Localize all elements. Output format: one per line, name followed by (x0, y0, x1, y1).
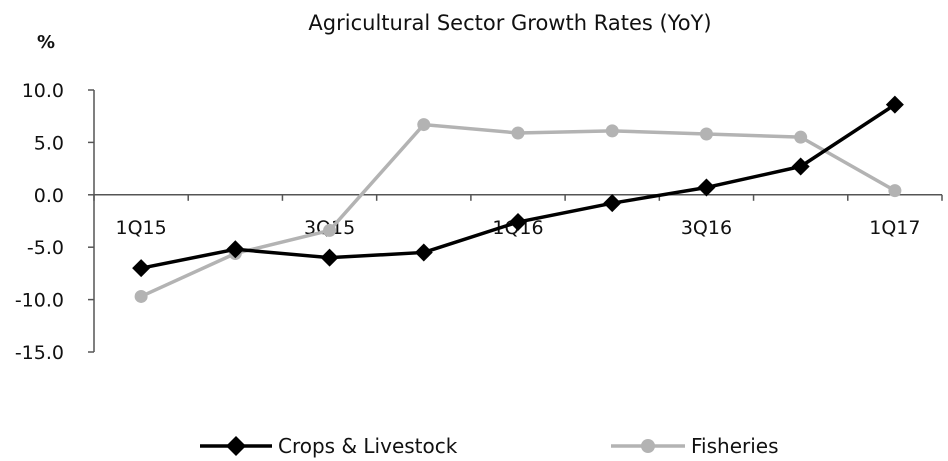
data-point-fisheries (323, 223, 337, 237)
data-point-fisheries (605, 124, 619, 138)
x-tick-label: 1Q15 (115, 217, 166, 239)
data-point-fisheries (888, 184, 902, 198)
legend-marker-circle-icon (641, 439, 655, 453)
y-axis-ticks: 10.0 5.0 0.0 -5.0 -10.0 -15.0 (15, 80, 94, 364)
series-layer (132, 95, 904, 303)
y-axis-label: % (37, 32, 55, 53)
y-tick-label: 0.0 (34, 185, 64, 207)
legend: Crops & Livestock Fisheries (200, 434, 779, 458)
data-point-crops-livestock (885, 95, 904, 114)
legend-marker-diamond-icon (226, 436, 246, 456)
series-line-fisheries (139, 122, 897, 299)
x-tick-label: 1Q17 (869, 217, 920, 239)
data-point-fisheries (794, 130, 808, 144)
legend-item-crops-livestock: Crops & Livestock (200, 434, 458, 458)
data-point-crops-livestock (697, 178, 716, 197)
data-point-crops-livestock (414, 243, 433, 262)
y-tick-label: -15.0 (15, 342, 64, 364)
data-point-crops-livestock (226, 240, 245, 259)
data-point-fisheries (417, 118, 431, 132)
data-point-fisheries (134, 289, 148, 303)
x-tick-label: 3Q16 (681, 217, 732, 239)
data-point-crops-livestock (509, 213, 527, 232)
data-point-crops-livestock (603, 194, 622, 213)
chart-title: Agricultural Sector Growth Rates (YoY) (308, 11, 711, 35)
data-point-crops-livestock (132, 259, 151, 278)
data-point-crops-livestock (320, 248, 339, 267)
y-tick-label: -10.0 (15, 290, 64, 312)
legend-label-fisheries: Fisheries (691, 434, 779, 458)
y-tick-label: 5.0 (34, 132, 64, 154)
legend-label-crops-livestock: Crops & Livestock (278, 434, 458, 458)
data-point-fisheries (511, 126, 525, 140)
y-tick-label: 10.0 (22, 80, 64, 102)
data-point-fisheries (699, 127, 713, 141)
y-tick-label: -5.0 (27, 237, 64, 259)
data-point-crops-livestock (791, 157, 810, 176)
legend-item-fisheries: Fisheries (611, 434, 779, 458)
